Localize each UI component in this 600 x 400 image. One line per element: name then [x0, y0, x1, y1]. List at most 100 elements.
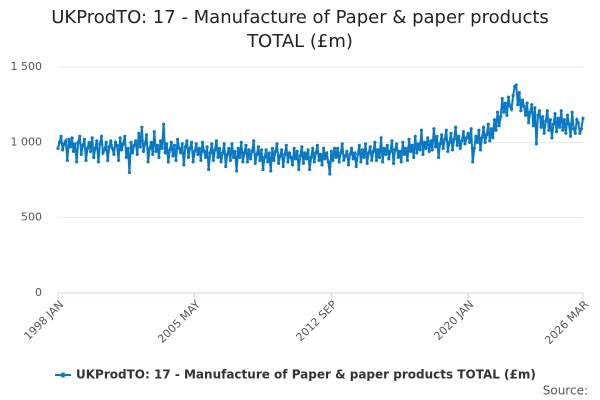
point — [200, 140, 205, 144]
point — [127, 170, 132, 175]
point — [464, 136, 469, 140]
point — [120, 148, 124, 152]
point — [107, 145, 111, 149]
point — [62, 142, 66, 146]
point — [530, 103, 534, 107]
point — [450, 148, 455, 152]
point — [541, 115, 545, 119]
point — [527, 121, 531, 125]
x-tick-label: 2026 MAR — [542, 298, 591, 347]
point — [481, 125, 486, 129]
point — [408, 149, 413, 153]
point — [146, 160, 150, 164]
point — [158, 139, 163, 143]
point — [193, 149, 197, 153]
point — [124, 155, 128, 159]
point — [104, 140, 108, 144]
point — [519, 109, 523, 113]
x-tick-label: 2005 MAY — [155, 298, 203, 346]
point — [410, 143, 414, 147]
point — [304, 157, 309, 161]
point — [205, 145, 209, 149]
point — [320, 163, 324, 167]
point — [461, 130, 465, 134]
point — [109, 139, 113, 143]
point — [561, 128, 565, 132]
point — [443, 137, 447, 141]
point — [217, 146, 222, 150]
point — [75, 160, 79, 164]
point — [275, 142, 279, 146]
point — [179, 151, 183, 155]
point — [247, 148, 251, 152]
point — [396, 155, 400, 159]
point — [112, 152, 116, 156]
point — [505, 113, 509, 117]
point — [480, 136, 484, 140]
point — [250, 149, 254, 153]
point — [258, 158, 262, 163]
point — [357, 143, 361, 147]
point — [297, 167, 301, 172]
point — [68, 145, 73, 149]
point — [575, 118, 579, 122]
point — [118, 136, 122, 140]
point — [224, 164, 228, 169]
point — [140, 125, 144, 129]
point — [233, 149, 237, 153]
point — [56, 146, 60, 150]
point — [413, 134, 417, 138]
point — [399, 160, 403, 164]
point — [545, 109, 549, 113]
point — [508, 104, 512, 108]
y-tick-label: 1 000 — [11, 135, 43, 148]
point — [144, 133, 149, 137]
point — [377, 155, 382, 159]
point — [71, 149, 76, 153]
chart-title: UKProdTO: 17 - Manufacture of Paper & pa… — [51, 7, 549, 52]
point — [500, 97, 504, 101]
point — [287, 151, 292, 155]
point — [99, 134, 104, 138]
point — [412, 155, 416, 159]
point — [349, 146, 354, 150]
point — [132, 143, 136, 147]
point — [570, 110, 574, 114]
point — [98, 142, 102, 146]
point — [90, 136, 94, 140]
point — [576, 121, 580, 125]
point — [249, 157, 253, 161]
point — [197, 146, 201, 150]
point — [185, 139, 189, 143]
point — [252, 139, 256, 143]
point — [309, 155, 313, 159]
point — [259, 148, 264, 152]
point — [471, 160, 475, 164]
point — [235, 169, 239, 173]
point — [558, 125, 562, 129]
point — [548, 118, 552, 122]
point — [514, 83, 518, 87]
point — [365, 161, 369, 166]
point — [345, 149, 349, 153]
point — [528, 110, 532, 114]
point — [191, 160, 195, 164]
point — [542, 131, 546, 135]
point — [422, 140, 427, 144]
point — [264, 148, 268, 152]
point — [430, 148, 434, 152]
point — [455, 143, 459, 147]
point — [489, 127, 493, 131]
point — [440, 133, 444, 137]
point — [562, 118, 566, 122]
point — [323, 157, 327, 161]
point — [551, 122, 556, 126]
point — [385, 143, 389, 147]
point — [402, 152, 406, 156]
point — [214, 139, 219, 143]
point — [322, 146, 326, 150]
point — [401, 140, 405, 144]
point — [391, 161, 396, 166]
point — [219, 160, 223, 164]
point — [342, 158, 346, 163]
